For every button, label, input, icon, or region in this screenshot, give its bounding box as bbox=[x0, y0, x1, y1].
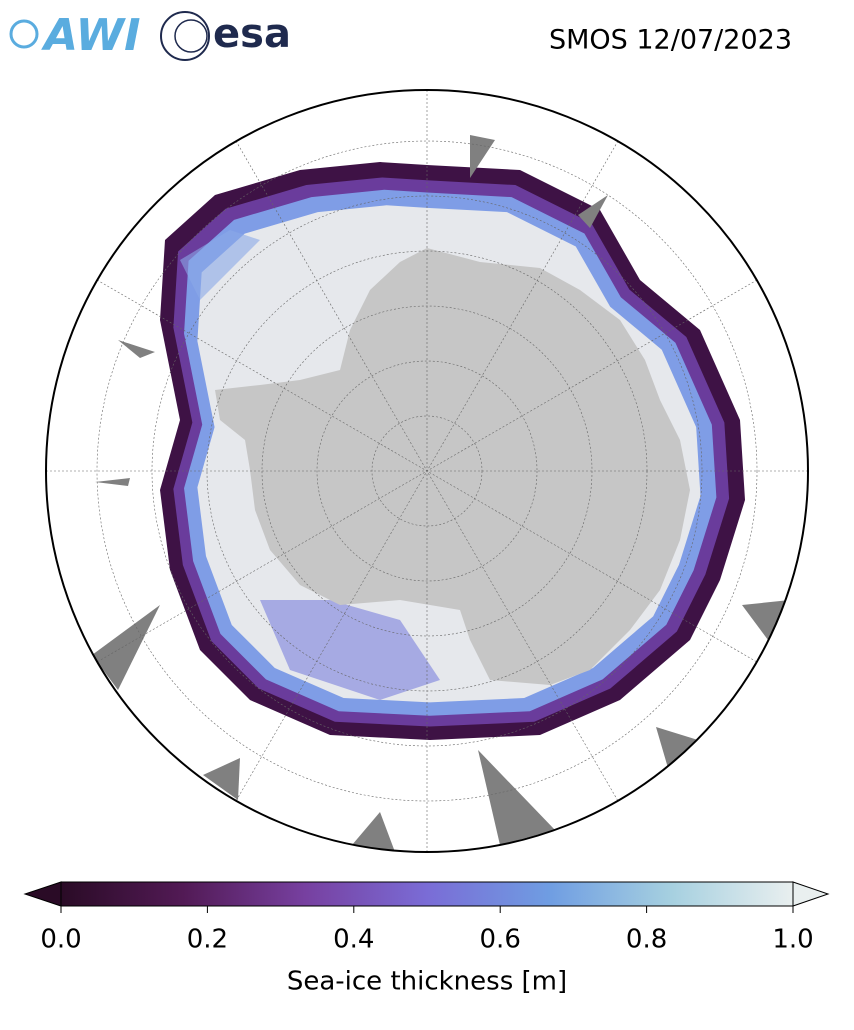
colorbar-extend-high bbox=[792, 881, 830, 907]
colorbar-extend-low bbox=[23, 881, 62, 907]
awi-text: AWI bbox=[41, 10, 141, 61]
icebergs bbox=[92, 135, 790, 852]
colorbar-label: Sea-ice thickness [m] bbox=[287, 967, 567, 997]
colorbar-tick-label: 1.0 bbox=[772, 925, 813, 955]
graticule bbox=[46, 90, 808, 852]
esa-text: esa bbox=[213, 11, 291, 57]
map-border bbox=[45, 89, 809, 853]
awi-logo: AWI bbox=[9, 10, 141, 61]
colorbar-tick-label: 0.0 bbox=[40, 925, 81, 955]
colorbar: 0.0 0.2 0.4 0.6 0.8 1.0 bbox=[23, 881, 830, 955]
colorbar-ramp bbox=[60, 881, 794, 907]
colorbar-tick-label: 0.4 bbox=[333, 925, 374, 955]
title: SMOS 12/07/2023 bbox=[549, 25, 792, 56]
colorbar-tick-label: 0.6 bbox=[480, 925, 521, 955]
esa-logo: esa bbox=[160, 11, 291, 61]
antarctica bbox=[215, 248, 690, 685]
sea-ice bbox=[160, 162, 745, 740]
map bbox=[46, 90, 808, 852]
colorbar-tick-label: 0.8 bbox=[626, 925, 667, 955]
colorbar-tick-label: 0.2 bbox=[187, 925, 228, 955]
